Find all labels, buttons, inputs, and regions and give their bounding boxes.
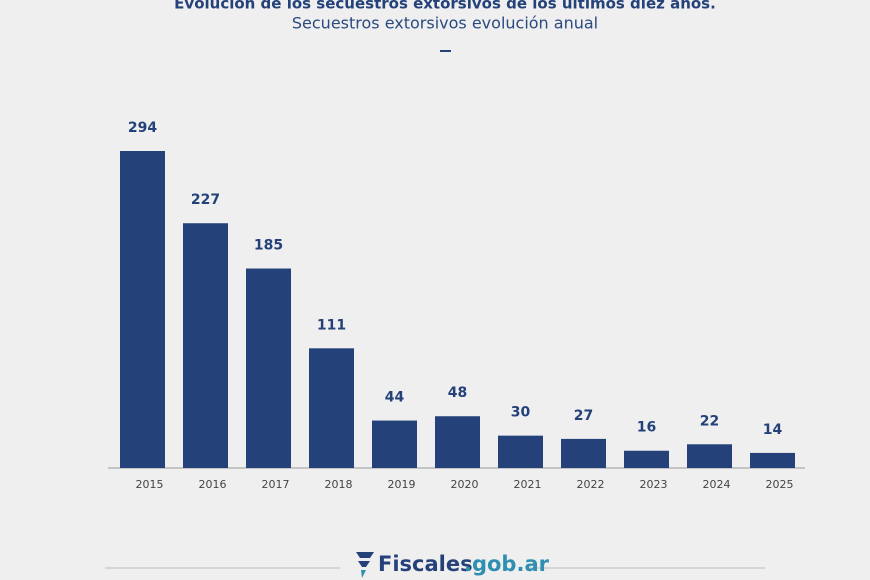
bar — [309, 348, 354, 468]
x-tick-label: 2023 — [640, 478, 668, 491]
chart-subtitle: Secuestros extorsivos evolución anual — [292, 14, 598, 33]
bar — [246, 268, 291, 468]
bar — [750, 452, 795, 468]
value-label: 48 — [448, 385, 467, 401]
footer-domain: .gob.ar — [464, 552, 550, 576]
bar — [120, 151, 165, 468]
value-label: 185 — [254, 238, 283, 254]
x-tick-label: 2016 — [199, 478, 227, 491]
value-label: 22 — [700, 413, 719, 429]
bar — [372, 420, 417, 468]
logo-icon — [356, 552, 374, 578]
x-tick-label: 2015 — [136, 478, 164, 491]
value-label: 44 — [385, 390, 405, 406]
bar — [183, 223, 228, 468]
footer-brand: Fiscales — [378, 552, 473, 576]
value-label: 30 — [511, 405, 531, 421]
value-label: 14 — [763, 422, 783, 438]
x-tick-label: 2017 — [262, 478, 290, 491]
x-tick-label: 2025 — [766, 478, 794, 491]
x-tick-label: 2021 — [514, 478, 542, 491]
bar — [498, 435, 543, 468]
x-tick-label: 2019 — [388, 478, 416, 491]
x-tick-label: 2018 — [325, 478, 353, 491]
bar — [435, 416, 480, 468]
value-label: 227 — [191, 192, 220, 208]
x-tick-label: 2024 — [703, 478, 731, 491]
x-tick-label: 2020 — [451, 478, 479, 491]
bar — [687, 444, 732, 468]
value-label: 16 — [637, 420, 656, 436]
value-label: 294 — [128, 120, 157, 136]
value-label: 111 — [317, 317, 346, 333]
x-tick-label: 2022 — [577, 478, 605, 491]
bar — [624, 450, 669, 468]
value-label: 27 — [574, 408, 593, 424]
chart-title: Evolución de los secuestros extorsivos d… — [174, 0, 716, 13]
bar — [561, 438, 606, 468]
